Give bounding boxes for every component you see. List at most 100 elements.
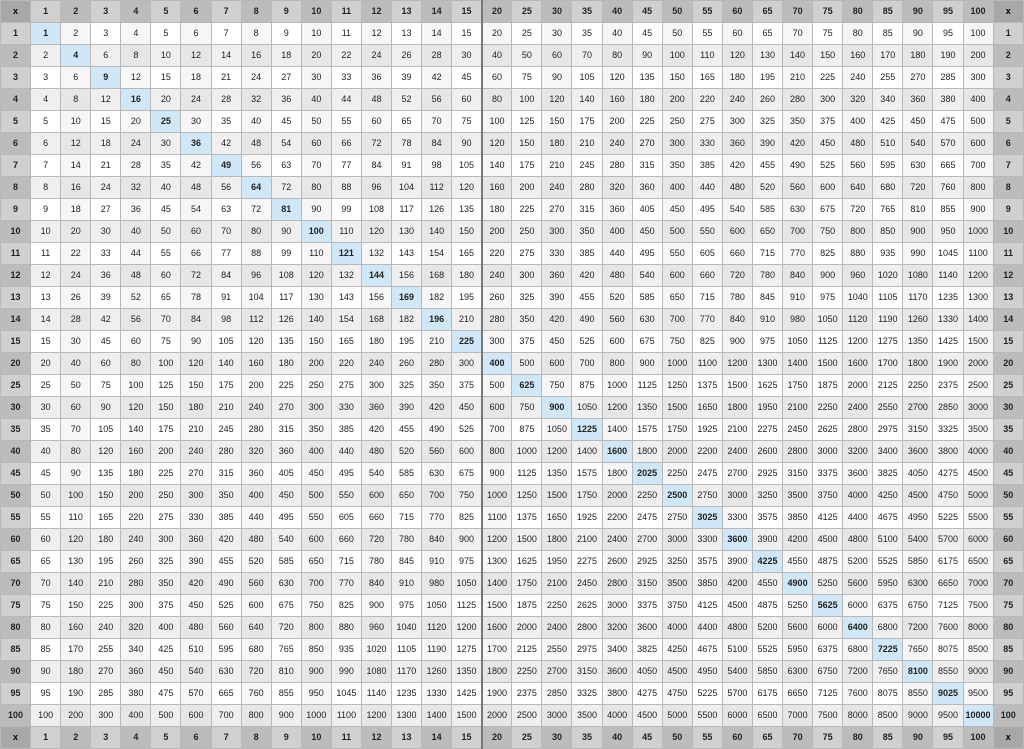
cell: 40 — [61, 353, 91, 375]
row-header: 4 — [993, 89, 1023, 111]
cell: 420 — [722, 155, 752, 177]
cell: 1600 — [482, 617, 512, 639]
cell: 35 — [572, 23, 602, 45]
cell: 2000 — [843, 375, 873, 397]
col-header: 2 — [61, 1, 91, 23]
cell: 260 — [392, 353, 422, 375]
cell: 500 — [151, 705, 181, 727]
cell: 2475 — [632, 507, 662, 529]
cell: 1625 — [752, 375, 782, 397]
table-row: 1313263952657891104117130143156169182195… — [1, 287, 1024, 309]
cell: 24 — [361, 45, 391, 67]
cell: 165 — [452, 243, 482, 265]
cell: 1500 — [482, 595, 512, 617]
row-header: 35 — [1, 419, 31, 441]
cell: 900 — [542, 397, 572, 419]
cell: 4875 — [752, 595, 782, 617]
cell: 12 — [361, 23, 391, 45]
table-row: 4545901351802252703153604054504955405856… — [1, 463, 1024, 485]
cell: 15 — [91, 111, 121, 133]
cell: 52 — [392, 89, 422, 111]
cell: 4800 — [722, 617, 752, 639]
col-header: 13 — [392, 1, 422, 23]
cell: 75 — [512, 67, 542, 89]
cell: 8000 — [963, 617, 993, 639]
cell: 180 — [542, 133, 572, 155]
cell: 1050 — [422, 595, 452, 617]
cell: 40 — [602, 23, 632, 45]
cell: 120 — [542, 89, 572, 111]
cell: 5850 — [752, 661, 782, 683]
cell: 2925 — [752, 463, 782, 485]
cell: 760 — [933, 177, 963, 199]
row-header: 20 — [993, 353, 1023, 375]
cell: 480 — [361, 441, 391, 463]
row-header: 40 — [1, 441, 31, 463]
cell: 13 — [392, 23, 422, 45]
cell: 81 — [271, 199, 301, 221]
cell: 5525 — [873, 551, 903, 573]
cell: 4 — [121, 23, 151, 45]
cell: 1000 — [602, 375, 632, 397]
cell: 3400 — [602, 639, 632, 661]
cell: 2250 — [903, 375, 933, 397]
cell: 1330 — [422, 683, 452, 705]
cell: 220 — [482, 243, 512, 265]
cell: 1100 — [963, 243, 993, 265]
row-header: 60 — [1, 529, 31, 551]
row-header: 7 — [1, 155, 31, 177]
col-header: 55 — [692, 1, 722, 23]
cell: 650 — [752, 221, 782, 243]
cell: 150 — [301, 331, 331, 353]
col-header: 80 — [843, 727, 873, 749]
cell: 300 — [452, 353, 482, 375]
cell: 3400 — [873, 441, 903, 463]
cell: 5250 — [813, 573, 843, 595]
cell: 2000 — [963, 353, 993, 375]
cell: 550 — [692, 221, 722, 243]
row-header: 3 — [1, 67, 31, 89]
col-header: 1 — [31, 1, 61, 23]
cell: 1020 — [361, 639, 391, 661]
cell: 350 — [301, 419, 331, 441]
table-row: 3030609012015018021024027030033036039042… — [1, 397, 1024, 419]
cell: 100 — [121, 375, 151, 397]
cell: 4275 — [933, 463, 963, 485]
cell: 750 — [512, 397, 542, 419]
cell: 7200 — [843, 661, 873, 683]
cell: 560 — [602, 309, 632, 331]
cell: 120 — [482, 133, 512, 155]
cell: 60 — [61, 397, 91, 419]
cell: 4675 — [692, 639, 722, 661]
cell: 150 — [151, 397, 181, 419]
cell: 6800 — [873, 617, 903, 639]
cell: 220 — [331, 353, 361, 375]
cell: 26 — [61, 287, 91, 309]
col-header: 5 — [151, 1, 181, 23]
cell: 28 — [61, 309, 91, 331]
cell: 720 — [722, 265, 752, 287]
cell: 8500 — [963, 639, 993, 661]
cell: 270 — [91, 661, 121, 683]
cell: 280 — [482, 309, 512, 331]
cell: 1400 — [602, 419, 632, 441]
cell: 2450 — [572, 573, 602, 595]
cell: 385 — [572, 243, 602, 265]
cell: 48 — [241, 133, 271, 155]
cell: 27 — [91, 199, 121, 221]
cell: 1800 — [722, 397, 752, 419]
cell: 60 — [151, 265, 181, 287]
cell: 14 — [211, 45, 241, 67]
cell: 1300 — [482, 551, 512, 573]
cell: 45 — [632, 23, 662, 45]
cell: 175 — [151, 419, 181, 441]
cell: 2200 — [692, 441, 722, 463]
col-header: 100 — [963, 1, 993, 23]
cell: 3200 — [843, 441, 873, 463]
cell: 110 — [331, 221, 361, 243]
cell: 1125 — [512, 463, 542, 485]
table-row: 8080160240320400480560640720800880960104… — [1, 617, 1024, 639]
cell: 325 — [752, 111, 782, 133]
row-header: 85 — [1, 639, 31, 661]
cell: 2800 — [602, 573, 632, 595]
